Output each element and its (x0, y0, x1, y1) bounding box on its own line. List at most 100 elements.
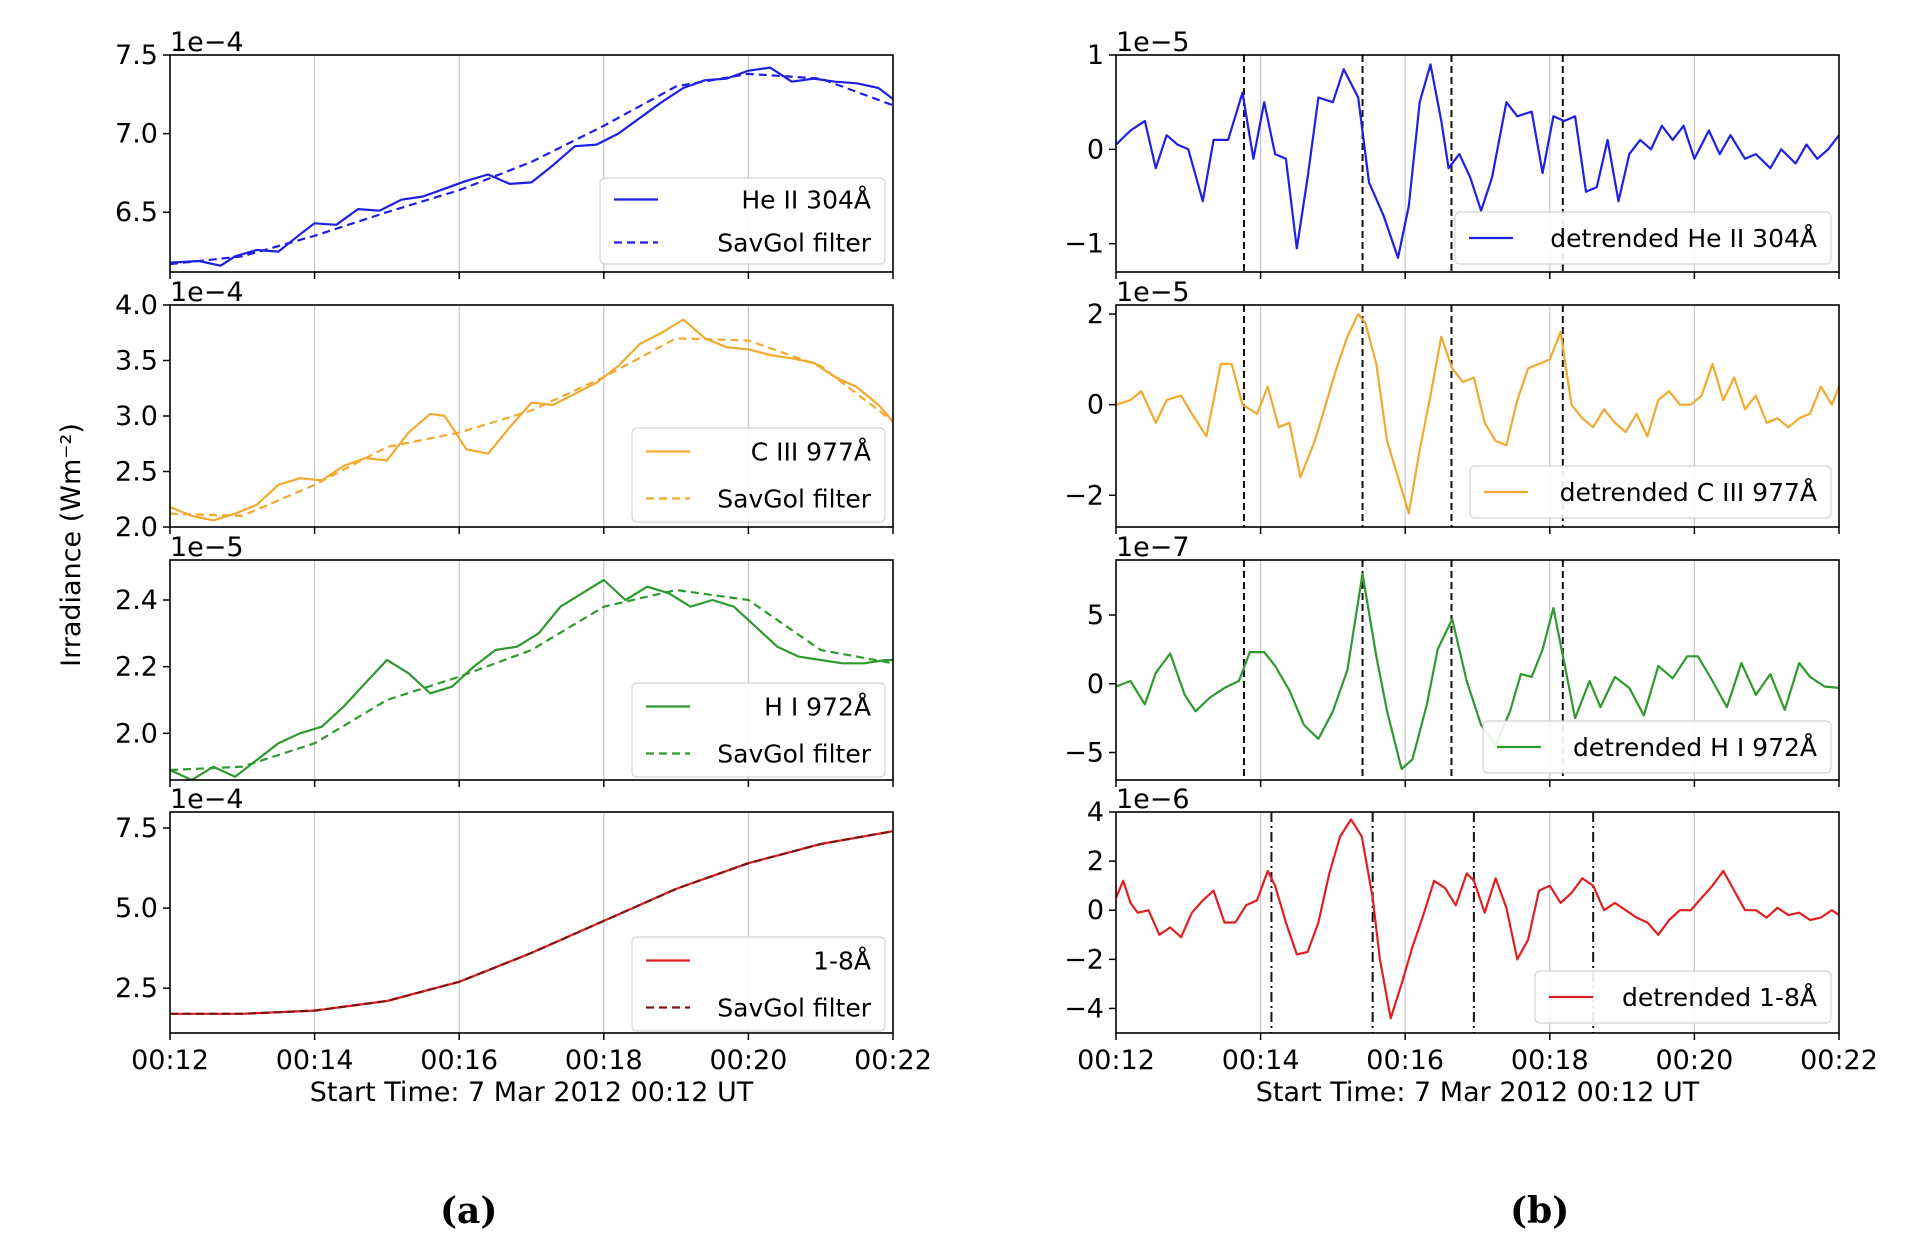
x-tick-label: 00:12 (131, 1045, 209, 1076)
series-line-data (170, 66, 893, 267)
x-tick-label: 00:14 (1222, 1045, 1300, 1076)
x-tick-label: 00:20 (709, 1045, 787, 1076)
legend-box (631, 936, 886, 1032)
legend-label: detrended H I 972Å (1573, 733, 1817, 762)
series-line-filter (170, 588, 893, 772)
legend-label: He II 304Å (741, 186, 871, 215)
axes-frame (1115, 811, 1840, 1034)
legend-box (631, 427, 886, 523)
legend-label: detrended He II 304Å (1550, 224, 1817, 253)
axes-frame (169, 54, 894, 273)
legend-box (1469, 465, 1832, 519)
legend: detrended He II 304Å (1454, 211, 1832, 265)
y-tick-label: −4 (1064, 993, 1104, 1024)
series-line-filter (170, 337, 893, 518)
y-tick-label: 2.5 (115, 457, 158, 488)
x-tick-label: 00:18 (1511, 1045, 1589, 1076)
series-line-data (1116, 818, 1839, 1020)
chart-panel-b1: −1 0 1 1e−5 detrended He II 304Å (1064, 27, 1840, 279)
y-tick-label: 2.0 (115, 512, 158, 543)
y-tick-label: 4 (1087, 797, 1104, 828)
axis-multiplier: 1e−4 (170, 277, 244, 308)
legend: He II 304Å SavGol filter (599, 177, 886, 265)
chart-panel-b3: −5 0 5 1e−7 detrended H I 972Å (1064, 532, 1840, 787)
legend-label: SavGol filter (717, 229, 871, 258)
y-tick-label: 7.5 (115, 813, 158, 844)
legend-box (631, 682, 886, 778)
chart-panel-b4: 00:12 00:14 00:16 00:18 00:20 00:22 Start Time… (1064, 784, 1878, 1108)
axis-multiplier: 1e−4 (170, 784, 244, 815)
y-tick-label: −1 (1064, 229, 1104, 260)
axis-multiplier: 1e−5 (170, 532, 244, 563)
axis-multiplier: 1e−7 (1116, 532, 1190, 563)
chart-panel-b2: −2 0 2 1e−5 detrended C III 977Å (1064, 277, 1840, 534)
series-line-data (170, 318, 893, 522)
axis-multiplier: 1e−5 (1116, 277, 1190, 308)
axes-frame (1115, 304, 1840, 528)
series-line-filter (170, 72, 893, 266)
y-tick-label: −2 (1064, 480, 1104, 511)
legend-label: detrended 1-8Å (1622, 983, 1817, 1012)
x-axis-label: Start Time: 7 Mar 2012 00:12 UT (1256, 1077, 1700, 1108)
axis-multiplier: 1e−6 (1116, 784, 1190, 815)
y-tick-label: 2.2 (115, 652, 158, 683)
x-axis-label: Start Time: 7 Mar 2012 00:12 UT (310, 1077, 754, 1108)
y-tick-label: 2.5 (115, 973, 158, 1004)
x-tick-label: 00:22 (1800, 1045, 1878, 1076)
y-tick-label: −5 (1064, 738, 1104, 769)
chart-panel-a4: 00:12 00:14 00:16 00:18 00:20 00:22 Start Time… (115, 784, 932, 1108)
x-tick-label: 00:16 (1366, 1045, 1444, 1076)
chart-panel-a3: 2.0 2.2 2.4 1e−5 H I 972Å SavGol filter (115, 532, 894, 787)
x-tick-label: 00:14 (276, 1045, 354, 1076)
y-tick-label: 0 (1087, 895, 1104, 926)
legend-box (1454, 211, 1832, 265)
axis-multiplier: 1e−4 (170, 27, 244, 58)
legend: detrended C III 977Å (1469, 465, 1832, 519)
y-tick-label: −2 (1064, 944, 1104, 975)
y-tick-label: 7.0 (115, 119, 158, 150)
y-tick-label: 4.0 (115, 290, 158, 321)
legend-label: SavGol filter (717, 994, 871, 1023)
x-tick-label: 00:12 (1077, 1045, 1155, 1076)
y-tick-label: 2.4 (115, 585, 158, 616)
series-line-filter (170, 830, 893, 1015)
axes-frame (169, 559, 894, 781)
y-axis-label: Irradiance (Wm⁻²) (56, 423, 87, 667)
y-tick-label: 0 (1087, 134, 1104, 165)
legend: detrended 1-8Å (1534, 970, 1832, 1024)
legend-label: H I 972Å (764, 693, 871, 722)
y-tick-label: 2.0 (115, 718, 158, 749)
axes-frame (1115, 559, 1840, 781)
y-tick-label: 5 (1087, 600, 1104, 631)
legend: detrended H I 972Å (1482, 720, 1832, 774)
y-tick-label: 3.0 (115, 401, 158, 432)
legend-box (1534, 970, 1832, 1024)
caption-b: (b) (1510, 1190, 1570, 1232)
series-line-data (1116, 313, 1839, 515)
y-tick-label: 2 (1087, 299, 1104, 330)
x-tick-label: 00:22 (854, 1045, 932, 1076)
y-tick-label: 1 (1087, 40, 1104, 71)
chart-panel-a1: 6.5 7.0 7.5 1e−4 He II 304Å SavGol filter (115, 27, 894, 279)
y-tick-label: 0 (1087, 390, 1104, 421)
axis-multiplier: 1e−5 (1116, 27, 1190, 58)
y-tick-label: 0 (1087, 669, 1104, 700)
legend-label: detrended C III 977Å (1560, 478, 1817, 507)
caption-a: (a) (440, 1190, 498, 1232)
legend-box (1482, 720, 1832, 774)
y-tick-label: 6.5 (115, 197, 158, 228)
series-line-data (1116, 572, 1839, 771)
x-tick-label: 00:16 (420, 1045, 498, 1076)
y-tick-label: 5.0 (115, 893, 158, 924)
legend-label: C III 977Å (751, 438, 871, 467)
y-tick-label: 7.5 (115, 40, 158, 71)
legend-label: SavGol filter (717, 485, 871, 514)
axes-frame (169, 811, 894, 1034)
x-tick-label: 00:18 (565, 1045, 643, 1076)
legend-label: 1-8Å (813, 947, 871, 976)
y-tick-label: 2 (1087, 846, 1104, 877)
x-tick-label: 00:20 (1655, 1045, 1733, 1076)
legend-box (599, 177, 886, 265)
legend-label: SavGol filter (717, 740, 871, 769)
